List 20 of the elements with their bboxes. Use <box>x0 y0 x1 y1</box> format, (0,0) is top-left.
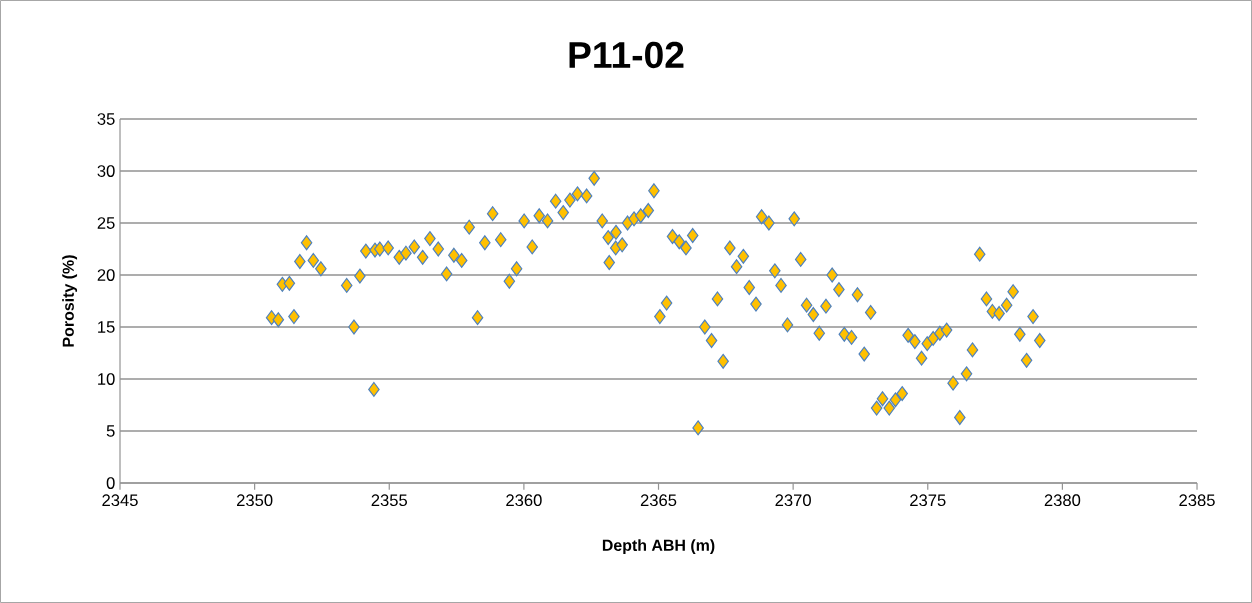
x-tick-label: 2360 <box>506 494 542 507</box>
x-tick-label: 2380 <box>1044 494 1081 507</box>
y-tick-label: 25 <box>97 217 115 229</box>
chart-title: P11-02 <box>569 41 684 69</box>
y-tick-label: 20 <box>97 269 115 281</box>
x-tick-label: 2365 <box>640 494 677 507</box>
y-tick-label: 35 <box>97 113 115 125</box>
x-tick-label: 2375 <box>910 494 946 507</box>
x-tick-label: 2350 <box>237 494 273 507</box>
x-tick-label: 2355 <box>371 494 408 507</box>
x-tick-label: 2370 <box>775 494 811 507</box>
y-tick-label: 10 <box>98 373 115 385</box>
x-tick-label: 2385 <box>1179 494 1215 507</box>
y-tick-label: 0 <box>106 477 115 489</box>
y-tick-label: 5 <box>106 425 115 437</box>
y-tick-label: 15 <box>98 321 115 333</box>
x-tick-label: 2345 <box>102 494 138 507</box>
y-axis-title: Porosity (%) <box>62 255 78 347</box>
y-tick-label: 30 <box>97 165 115 177</box>
x-axis-title: Depth ABH (m) <box>602 539 715 555</box>
